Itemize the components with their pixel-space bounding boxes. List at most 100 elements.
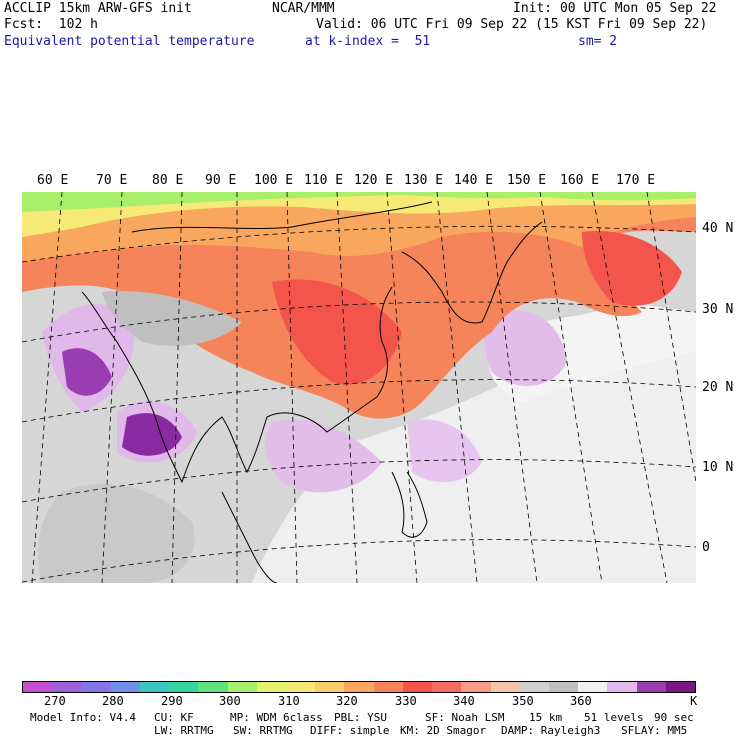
colorbar-swatch xyxy=(315,682,345,692)
lon-label: 100 E xyxy=(254,173,294,188)
colorbar-swatch xyxy=(461,682,491,692)
colorbar-swatch xyxy=(665,682,696,692)
lon-label: 120 E xyxy=(354,173,394,188)
footer-km: KM: 2D Smagor xyxy=(400,724,487,737)
longitude-line xyxy=(101,192,123,583)
lon-label: 140 E xyxy=(454,173,494,188)
model-title: ACCLIP 15km ARW-GFS init xyxy=(4,1,192,16)
init-time: Init: 00 UTC Mon 05 Sep 22 xyxy=(513,1,717,16)
colorbar-swatch xyxy=(578,682,608,692)
lat-label: 0 xyxy=(702,540,710,555)
graticule xyxy=(22,192,696,583)
colorbar-swatch xyxy=(256,682,286,692)
longitude-line xyxy=(486,192,538,583)
colorbar-tick: 340 xyxy=(453,694,475,708)
lat-label: 20 N xyxy=(702,380,734,395)
colorbar-swatch xyxy=(607,682,637,692)
colorbar-swatch xyxy=(139,682,170,692)
purple-region-pacific xyxy=(484,309,567,386)
colorbar-tick: 330 xyxy=(395,694,417,708)
mongolia-border xyxy=(131,201,433,233)
org-label: NCAR/MMM xyxy=(272,1,335,16)
dark-purple-region-bay xyxy=(122,413,182,456)
level-label: at k-index = 51 xyxy=(305,34,431,49)
colorbar-swatch xyxy=(432,682,462,692)
colorbar-swatch xyxy=(636,682,666,692)
colorbar-swatch xyxy=(519,682,549,692)
coastlines xyxy=(81,201,543,583)
dark-purple-region-india xyxy=(62,348,112,396)
colorbar-tick: 280 xyxy=(102,694,124,708)
smoothing-label: sm= 2 xyxy=(578,34,618,49)
red-core-china xyxy=(272,279,402,385)
colorbar-swatch xyxy=(373,682,403,692)
footer-levels: 51 levels xyxy=(584,711,644,724)
colorbar-swatch xyxy=(344,682,374,692)
footer-lw: LW: RRTMG xyxy=(154,724,214,737)
longitude-line xyxy=(646,192,696,483)
footer-sw: SW: RRTMG xyxy=(233,724,293,737)
latitude-line xyxy=(22,459,696,503)
colorbar-tick: 290 xyxy=(161,694,183,708)
colorbar-swatch xyxy=(169,682,199,692)
longitude-line xyxy=(386,192,418,583)
colorbar-swatch xyxy=(198,682,228,692)
colorbar-tick: 310 xyxy=(278,694,300,708)
lon-label: 90 E xyxy=(205,173,237,188)
colorbar-swatch xyxy=(548,682,579,692)
lon-label: 110 E xyxy=(304,173,344,188)
colorbar-swatch xyxy=(402,682,433,692)
colorbar xyxy=(22,681,696,693)
lon-label: 160 E xyxy=(560,173,600,188)
colorbar-swatch xyxy=(23,682,53,692)
lon-label: 60 E xyxy=(37,173,69,188)
colorbar-swatch xyxy=(490,682,520,692)
lon-label: 150 E xyxy=(507,173,547,188)
yellow-band xyxy=(22,192,696,237)
philippines-coastline xyxy=(391,471,428,538)
latitude-line xyxy=(22,539,696,583)
asia-coastline xyxy=(81,286,393,484)
lon-label: 130 E xyxy=(404,173,444,188)
footer-sf: SF: Noah LSM xyxy=(425,711,505,724)
tibetan-plateau-region xyxy=(102,291,242,346)
lon-label: 170 E xyxy=(616,173,656,188)
footer-timestep: 90 sec xyxy=(654,711,694,724)
footer-pbl: PBL: YSU xyxy=(334,711,387,724)
lon-label: 80 E xyxy=(152,173,184,188)
latitude-line xyxy=(22,379,696,423)
colorbar-swatch xyxy=(110,682,140,692)
colorbar-tick: 360 xyxy=(570,694,592,708)
footer-diff: DIFF: simple xyxy=(310,724,390,737)
colorbar-swatch xyxy=(81,682,111,692)
latitude-line xyxy=(22,301,696,343)
longitude-line xyxy=(286,192,298,583)
field-name: Equivalent potential temperature xyxy=(4,34,255,49)
colorbar-swatch xyxy=(52,682,82,692)
forecast-hour: Fcst: 102 h xyxy=(4,17,98,32)
footer-cu: CU: KF xyxy=(154,711,194,724)
lat-label: 10 N xyxy=(702,460,734,475)
longitude-line xyxy=(336,192,358,583)
footer-resolution: 15 km xyxy=(529,711,563,724)
longitude-line xyxy=(31,192,63,583)
longitude-line xyxy=(171,192,183,583)
colorbar-swatch xyxy=(285,682,316,692)
colorbar-unit: K xyxy=(690,694,698,708)
valid-time: Valid: 06 UTC Fri 09 Sep 22 (15 KST Fri … xyxy=(316,17,708,32)
longitude-line xyxy=(539,192,603,583)
indian-ocean-region xyxy=(38,483,195,583)
colorbar-tick: 350 xyxy=(512,694,534,708)
longitude-line xyxy=(591,192,668,583)
korea-japan-coastline xyxy=(401,221,543,324)
lat-label: 40 N xyxy=(702,221,734,236)
footer-model-info: Model Info: V4.4 xyxy=(30,711,136,724)
lat-label: 30 N xyxy=(702,302,734,317)
green-band xyxy=(22,192,696,212)
purple-region-philippines xyxy=(407,419,482,483)
footer-damp: DAMP: Rayleigh3 xyxy=(501,724,601,737)
footer-mp: MP: WDM 6class xyxy=(230,711,323,724)
theta-e-map xyxy=(22,192,696,583)
lon-label: 70 E xyxy=(96,173,128,188)
colorbar-swatch xyxy=(227,682,257,692)
